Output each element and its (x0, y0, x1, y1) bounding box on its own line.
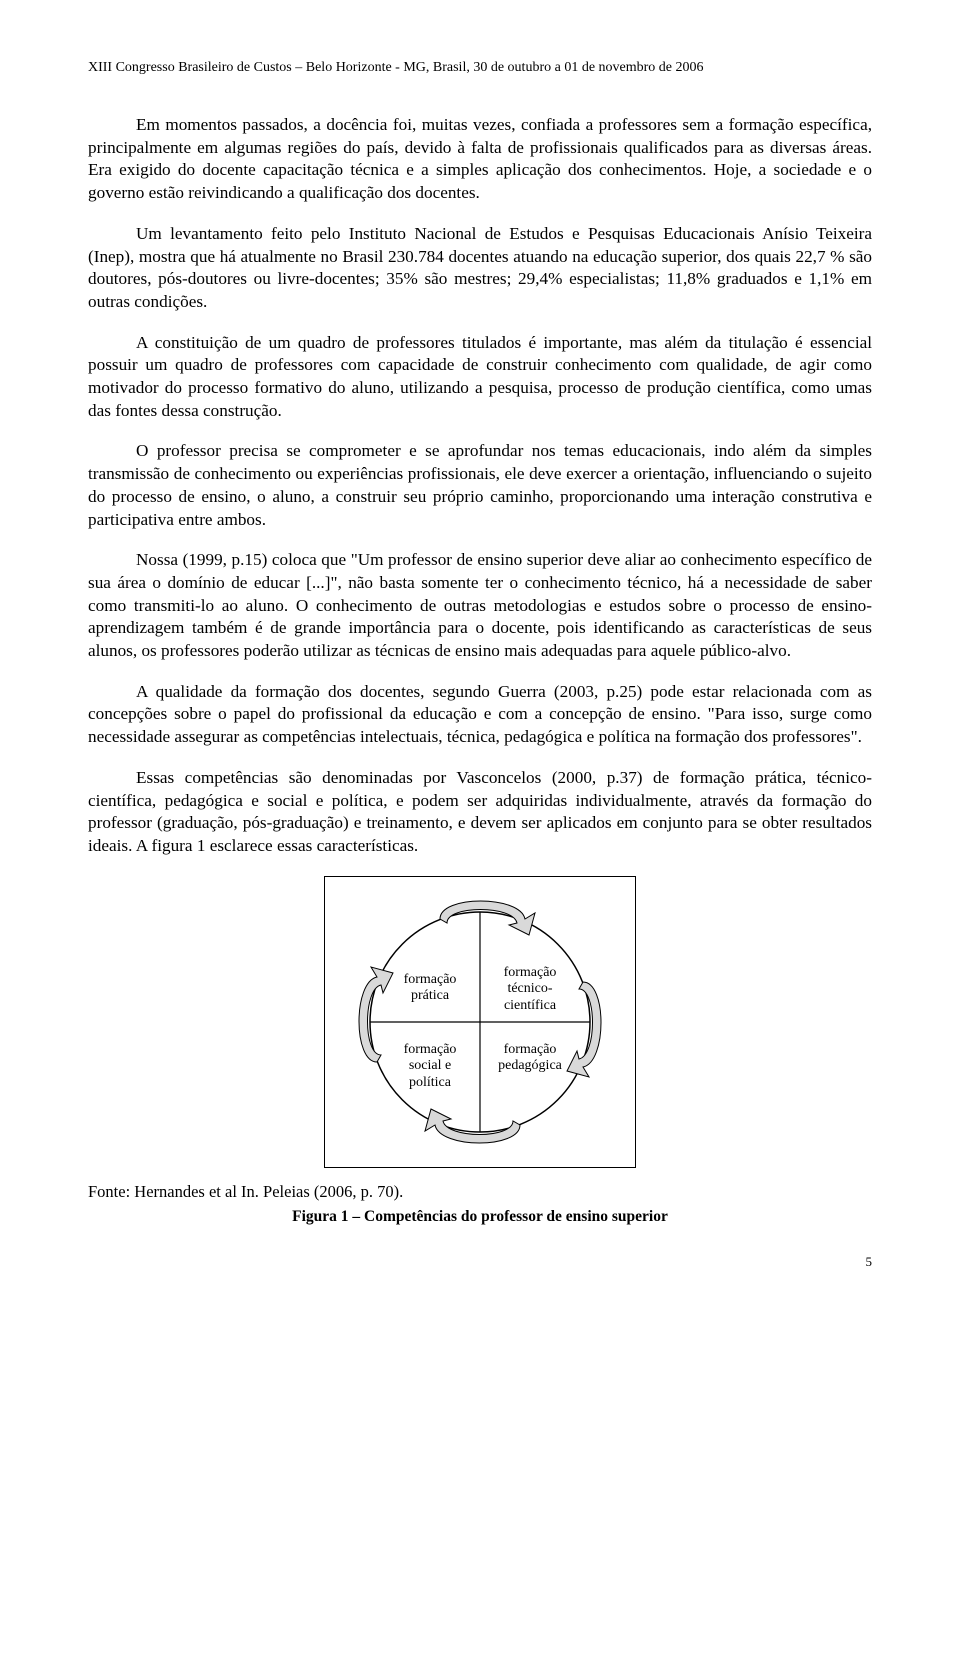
figure-wrapper: formaçãoprática formaçãotécnico-científi… (88, 876, 872, 1168)
figure-source: Fonte: Hernandes et al In. Peleias (2006… (88, 1182, 872, 1202)
figure-label-q3: formaçãosocial epolítica (395, 1042, 465, 1092)
body-paragraph: Um levantamento feito pelo Instituto Nac… (88, 223, 872, 314)
page-header: XIII Congresso Brasileiro de Custos – Be… (88, 60, 872, 76)
figure-label-q1: formaçãoprática (395, 972, 465, 1006)
body-paragraph: A constituição de um quadro de professor… (88, 332, 872, 423)
figure-label-q2: formaçãotécnico-científica (490, 965, 570, 1015)
arrow-bottom-icon (425, 1109, 520, 1143)
arrow-top-icon (440, 901, 535, 935)
arrow-right-icon (567, 982, 601, 1077)
body-paragraph: Nossa (1999, p.15) coloca que "Um profes… (88, 549, 872, 663)
competencies-diagram (325, 877, 635, 1167)
page-number: 5 (88, 1254, 872, 1270)
body-paragraph: Essas competências são denominadas por V… (88, 767, 872, 858)
body-paragraph: A qualidade da formação dos docentes, se… (88, 681, 872, 749)
body-paragraph: O professor precisa se comprometer e se … (88, 440, 872, 531)
arrow-left-icon (359, 967, 393, 1062)
figure-caption: Figura 1 – Competências do professor de … (88, 1208, 872, 1226)
figure-box: formaçãoprática formaçãotécnico-científi… (324, 876, 636, 1168)
figure-label-q4: formaçãopedagógica (490, 1042, 570, 1076)
page-container: XIII Congresso Brasileiro de Custos – Be… (0, 0, 960, 1310)
body-paragraph: Em momentos passados, a docência foi, mu… (88, 114, 872, 205)
